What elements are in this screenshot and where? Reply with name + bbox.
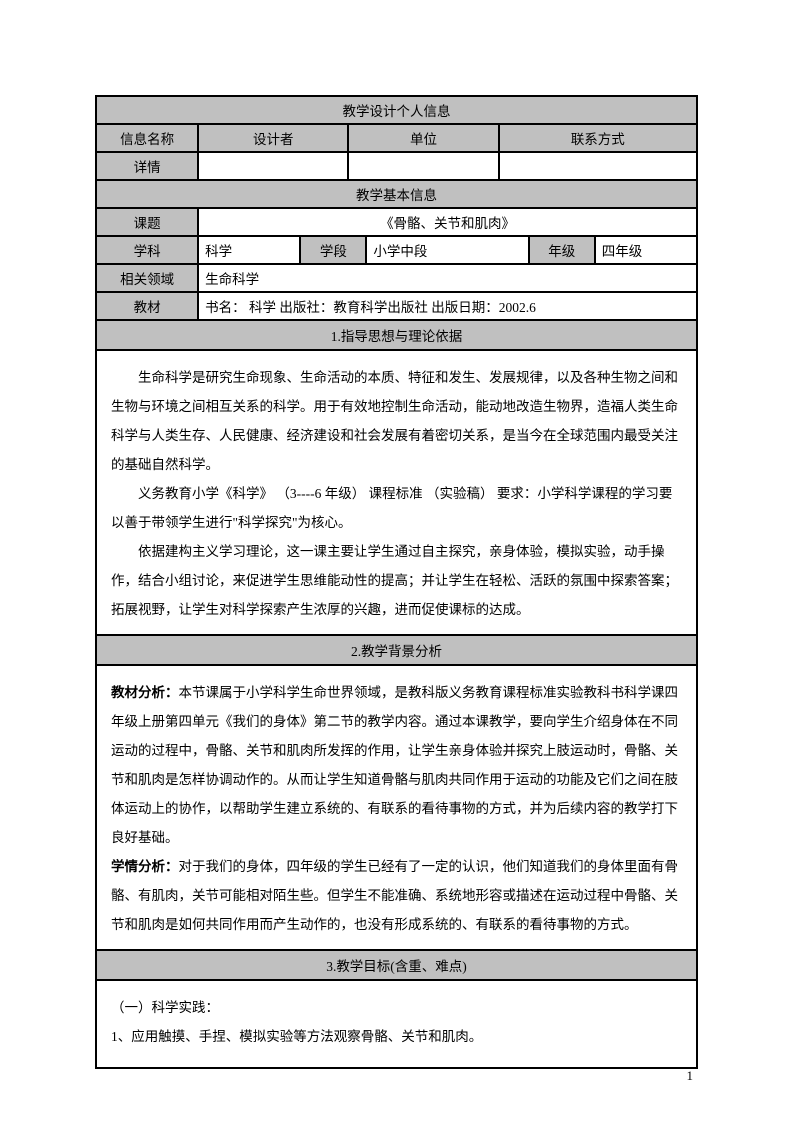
sec2-title: 2.教学背景分析 — [96, 635, 697, 665]
sec3-body: （一）科学实践： 1、应用触摸、手捏、模拟实验等方法观察骨骼、关节和肌肉。 — [96, 980, 697, 1068]
t1-r2c1: 详情 — [96, 152, 198, 180]
sec1-title: 1.指导思想与理论依据 — [96, 320, 697, 350]
t1-h2: 设计者 — [198, 124, 348, 152]
t1-h1: 信息名称 — [96, 124, 198, 152]
sec2-p2: 学情分析：对于我们的身体，四年级的学生已经有了一定的认识，他们知道我们的身体里面… — [111, 852, 682, 939]
sec2-body: 教材分析：本节课属于小学科学生命世界领域，是教科版义务教育课程标准实验教科书科学… — [96, 665, 697, 950]
domain-value: 生命科学 — [198, 264, 697, 292]
sec2-p1b: 本节课属于小学科学生命世界领域，是教科版义务教育课程标准实验教科书科学课四年级上… — [111, 685, 678, 845]
topic-label: 课题 — [96, 208, 198, 236]
t1-r2c3 — [348, 152, 498, 180]
t1-h4: 联系方式 — [499, 124, 697, 152]
sec1-p3: 依据建构主义学习理论，这一课主要让学生通过自主探究，亲身体验，模拟实验，动手操作… — [111, 537, 682, 624]
grade-value: 四年级 — [595, 236, 697, 264]
table2-title: 教学基本信息 — [96, 180, 697, 208]
subject-label: 学科 — [96, 236, 198, 264]
sec1-p2: 义务教育小学《科学》 （3----6 年级） 课程标准 （实验稿） 要求：小学科… — [111, 479, 682, 537]
sec3-p2: 1、应用触摸、手捏、模拟实验等方法观察骨骼、关节和肌肉。 — [111, 1022, 682, 1051]
t1-h3: 单位 — [348, 124, 498, 152]
textbook-label: 教材 — [96, 292, 198, 320]
sec1-body: 生命科学是研究生命现象、生命活动的本质、特征和发生、发展规律，以及各种生物之间和… — [96, 350, 697, 635]
sec3-p1: （一）科学实践： — [111, 993, 682, 1022]
topic-value: 《骨骼、关节和肌肉》 — [198, 208, 697, 236]
document-page: 教学设计个人信息 信息名称 设计者 单位 联系方式 详情 教学基本信息 课题 《… — [95, 95, 698, 1069]
t1-r2c2 — [198, 152, 348, 180]
sec2-p2b: 对于我们的身体，四年级的学生已经有了一定的认识，他们知道我们的身体里面有骨骼、有… — [111, 859, 678, 932]
sec3-title: 3.教学目标(含重、难点) — [96, 950, 697, 980]
table1-title: 教学设计个人信息 — [96, 96, 697, 124]
subject-value: 科学 — [198, 236, 300, 264]
page-number: 1 — [687, 1068, 694, 1084]
sec2-p1: 教材分析：本节课属于小学科学生命世界领域，是教科版义务教育课程标准实验教科书科学… — [111, 678, 682, 852]
sec2-p1a: 教材分析： — [111, 685, 179, 700]
grade-label: 年级 — [529, 236, 595, 264]
t1-r2c4 — [499, 152, 697, 180]
stage-value: 小学中段 — [366, 236, 528, 264]
sec2-p2a: 学情分析： — [111, 859, 179, 874]
textbook-value: 书名： 科学 出版社：教育科学出版社 出版日期：2002.6 — [198, 292, 697, 320]
sec1-p1: 生命科学是研究生命现象、生命活动的本质、特征和发生、发展规律，以及各种生物之间和… — [111, 363, 682, 479]
stage-label: 学段 — [300, 236, 366, 264]
domain-label: 相关领域 — [96, 264, 198, 292]
